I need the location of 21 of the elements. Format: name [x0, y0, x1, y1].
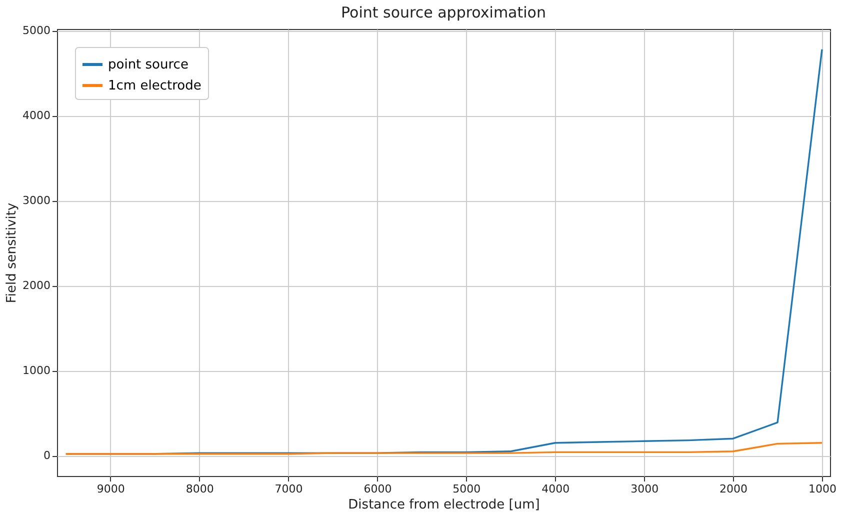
legend-label: point source	[108, 58, 188, 72]
y-axis-title: Field sensitivity	[4, 202, 20, 304]
x-tick-label: 9000	[96, 482, 125, 496]
legend-label: 1cm electrode	[108, 78, 202, 94]
x-tick-label: 4000	[542, 482, 570, 496]
x-tick-label: 6000	[364, 482, 392, 496]
y-tick-label: 2000	[22, 279, 50, 292]
line-series	[65, 442, 823, 455]
y-tick-label: 3000	[22, 194, 50, 208]
x-axis-title: Distance from electrode [um]	[348, 498, 540, 512]
y-tick-label: 0	[44, 449, 50, 462]
x-tick-label: 2000	[720, 482, 748, 496]
y-tick-label: 5000	[22, 24, 50, 38]
y-tick-label: 4000	[22, 109, 50, 122]
x-tick-label: 7000	[274, 482, 303, 496]
y-tick-label: 1000	[22, 364, 50, 378]
x-tick-label: 3000	[630, 482, 659, 496]
x-tick-label: 5000	[452, 482, 481, 496]
x-tick-label: 1000	[808, 482, 836, 496]
x-tick-label: 8000	[186, 482, 214, 496]
chart-title: Point source approximation	[341, 4, 546, 22]
